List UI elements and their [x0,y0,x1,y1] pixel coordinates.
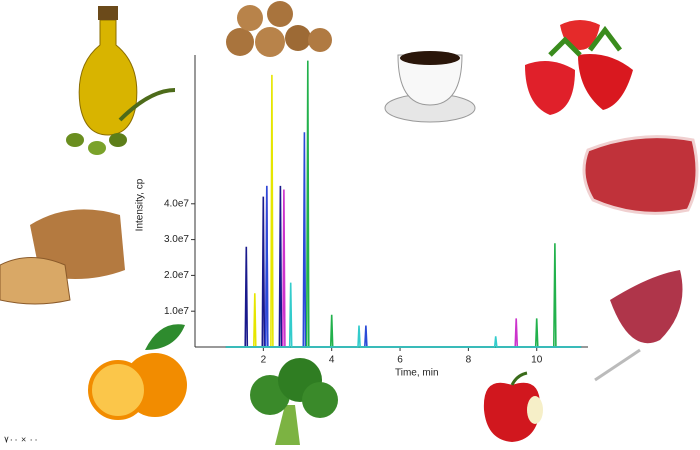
y-axis-label: Intensity, cp [135,178,146,231]
y-tick-label: 3.0e7 [164,234,189,245]
x-tick-label: 4 [329,355,335,366]
x-tick-label: 10 [531,355,543,366]
y-tick-label: 4.0e7 [164,198,189,209]
strawberries [525,20,633,115]
chromatogram-trace [225,185,582,348]
bread [0,209,125,305]
x-tick-label: 2 [261,355,267,366]
wine-glass [594,270,683,382]
coffee-cup [384,51,476,123]
y-tick-label: 1.0e7 [164,306,189,317]
x-tick-label: 8 [466,355,472,366]
x-axis-label: Time, min [395,368,439,379]
broccoli [250,358,338,445]
apple [483,371,543,442]
y-tick-label: 2.0e7 [164,270,189,281]
steak [582,135,699,215]
chromatogram-trace [225,132,582,348]
olive-oil [66,6,176,155]
chromatogram-trace [225,282,582,348]
walnuts [226,1,332,57]
orange [88,324,187,420]
x-tick-label: 6 [397,355,403,366]
corner-caption: ٠٠ × ٧٠٠ [4,434,38,444]
